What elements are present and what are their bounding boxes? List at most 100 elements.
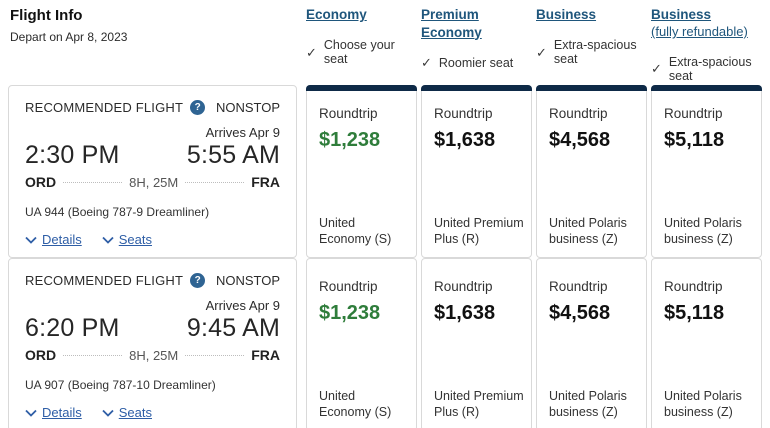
checkmark-icon: ✓ — [421, 55, 432, 71]
fare-price: $4,568 — [549, 129, 611, 151]
cabin-link-business[interactable]: Business — [536, 7, 597, 22]
times-row: 2:30 PM 5:55 AM — [25, 141, 280, 170]
fare-cell-top-bar — [536, 85, 647, 91]
fare-cell-premium-economy[interactable]: Roundtrip $1,638 United Premium Plus (R) — [421, 258, 532, 428]
cabin-link-economy[interactable]: Economy — [306, 7, 367, 22]
depart-date: Depart on Apr 8, 2023 — [10, 29, 128, 44]
badge-row: RECOMMENDED FLIGHT ? NONSTOP — [25, 100, 280, 115]
fare-cell-top-bar — [421, 85, 532, 91]
header-row: Flight Info Depart on Apr 8, 2023 Econom… — [0, 0, 770, 83]
route-dotted-line — [185, 181, 245, 183]
fare-cell-top-bar — [651, 85, 762, 91]
fare-cell-business-refundable[interactable]: Roundtrip $5,118 United Polaris business… — [651, 85, 762, 258]
fare-cabin-name: United Polaris business (Z) — [549, 215, 627, 246]
help-icon[interactable]: ? — [190, 273, 206, 288]
fare-cabin-name: United Polaris business (Z) — [664, 215, 742, 246]
fare-price: $5,118 — [664, 302, 725, 324]
cabin-sublink-business-refundable[interactable]: (fully refundable) — [651, 24, 748, 39]
fare-cell-business[interactable]: Roundtrip $4,568 United Polaris business… — [536, 85, 647, 258]
fare-cabin-name: United Polaris business (Z) — [549, 388, 627, 419]
destination-airport: FRA — [251, 347, 281, 363]
destination-airport: FRA — [251, 174, 281, 190]
seats-link[interactable]: Seats — [102, 405, 152, 420]
fare-cabin-name: United Economy (S) — [319, 388, 392, 419]
route-dotted-line — [63, 181, 123, 183]
seats-link[interactable]: Seats — [102, 232, 152, 247]
flight-duration: 8H, 25M — [129, 174, 179, 190]
fare-price: $1,238 — [319, 129, 381, 151]
origin-airport: ORD — [25, 174, 57, 190]
perk-label: Extra-spacious seat — [553, 38, 637, 66]
recommended-flight-badge: RECOMMENDED FLIGHT — [25, 273, 184, 288]
page-header: Flight Info Depart on Apr 8, 2023 — [8, 0, 302, 83]
arrival-time: 5:55 AM — [186, 141, 280, 169]
origin-airport: ORD — [25, 347, 57, 363]
fare-price: $1,638 — [434, 302, 496, 324]
chevron-down-icon — [102, 409, 114, 417]
recommended-flight-badge: RECOMMENDED FLIGHT — [25, 100, 184, 115]
trip-type-label: Roundtrip — [549, 106, 608, 121]
help-icon[interactable]: ? — [190, 100, 206, 115]
fare-cabin-name: United Premium Plus (R) — [434, 388, 524, 419]
perk-label: Choose your seat — [323, 38, 395, 66]
arrival-time: 9:45 AM — [186, 314, 280, 342]
arrival-date-note: Arrives Apr 9 — [205, 125, 280, 140]
perk-premium-economy: ✓ Roomier seat — [421, 56, 532, 70]
page-title: Flight Info — [10, 7, 83, 24]
route-row: ORD 8H, 25M FRA — [25, 347, 280, 363]
departure-time: 2:30 PM — [25, 141, 120, 169]
fare-cell-premium-economy[interactable]: Roundtrip $1,638 United Premium Plus (R) — [421, 85, 532, 258]
perk-business-refundable: ✓ Extra-spacious seat — [651, 55, 762, 83]
details-link[interactable]: Details — [25, 405, 82, 420]
details-link[interactable]: Details — [25, 232, 82, 247]
trip-type-label: Roundtrip — [549, 279, 608, 294]
column-header-business: Business ✓ Extra-spacious seat — [536, 0, 647, 83]
checkmark-icon: ✓ — [651, 61, 662, 77]
chevron-down-icon — [25, 236, 37, 244]
fare-price: $5,118 — [664, 129, 725, 151]
route-dotted-line — [63, 354, 123, 356]
departure-time: 6:20 PM — [25, 314, 120, 342]
perk-business: ✓ Extra-spacious seat — [536, 38, 647, 66]
trip-type-label: Roundtrip — [319, 279, 378, 294]
cabin-link-premium-economy[interactable]: Premium Economy — [421, 7, 482, 40]
card-links: Details Seats — [25, 405, 280, 420]
checkmark-icon: ✓ — [536, 44, 547, 60]
fare-cabin-name: United Economy (S) — [319, 215, 392, 246]
column-header-economy: Economy ✓ Choose your seat — [306, 0, 417, 83]
flight-number-aircraft: UA 907 (Boeing 787-10 Dreamliner) — [25, 378, 216, 392]
flight-duration: 8H, 25M — [129, 347, 179, 363]
perk-label: Roomier seat — [438, 55, 514, 70]
trip-type-label: Roundtrip — [434, 106, 493, 121]
flight-info-card: RECOMMENDED FLIGHT ? NONSTOP Arrives Apr… — [8, 258, 297, 428]
fare-cell-economy[interactable]: Roundtrip $1,238 United Economy (S) — [306, 258, 417, 428]
cabin-link-business-refundable[interactable]: Business — [651, 7, 712, 22]
flight-info-card: RECOMMENDED FLIGHT ? NONSTOP Arrives Apr… — [8, 85, 297, 258]
fare-cell-business[interactable]: Roundtrip $4,568 United Polaris business… — [536, 258, 647, 428]
perk-label: Extra-spacious seat — [668, 54, 752, 83]
flight-row: RECOMMENDED FLIGHT ? NONSTOP Arrives Apr… — [0, 85, 770, 258]
flight-number-aircraft: UA 944 (Boeing 787-9 Dreamliner) — [25, 205, 210, 219]
checkmark-icon: ✓ — [306, 44, 317, 60]
badge-row: RECOMMENDED FLIGHT ? NONSTOP — [25, 273, 280, 288]
trip-type-label: Roundtrip — [664, 106, 723, 121]
card-links: Details Seats — [25, 232, 280, 247]
nonstop-label: NONSTOP — [215, 100, 280, 115]
fare-cell-business-refundable[interactable]: Roundtrip $5,118 United Polaris business… — [651, 258, 762, 428]
fare-price: $1,238 — [319, 302, 381, 324]
trip-type-label: Roundtrip — [319, 106, 378, 121]
fare-cell-economy[interactable]: Roundtrip $1,238 United Economy (S) — [306, 85, 417, 258]
column-header-premium-economy: Premium Economy ✓ Roomier seat — [421, 0, 532, 83]
perk-economy: ✓ Choose your seat — [306, 38, 417, 66]
fare-cell-top-bar — [306, 85, 417, 91]
times-row: 6:20 PM 9:45 AM — [25, 314, 280, 343]
chevron-down-icon — [102, 236, 114, 244]
route-row: ORD 8H, 25M FRA — [25, 174, 280, 190]
trip-type-label: Roundtrip — [434, 279, 493, 294]
flight-row: RECOMMENDED FLIGHT ? NONSTOP Arrives Apr… — [0, 258, 770, 428]
chevron-down-icon — [25, 409, 37, 417]
fare-price: $4,568 — [549, 302, 611, 324]
column-header-business-refundable: Business (fully refundable) ✓ Extra-spac… — [651, 0, 762, 83]
trip-type-label: Roundtrip — [664, 279, 723, 294]
